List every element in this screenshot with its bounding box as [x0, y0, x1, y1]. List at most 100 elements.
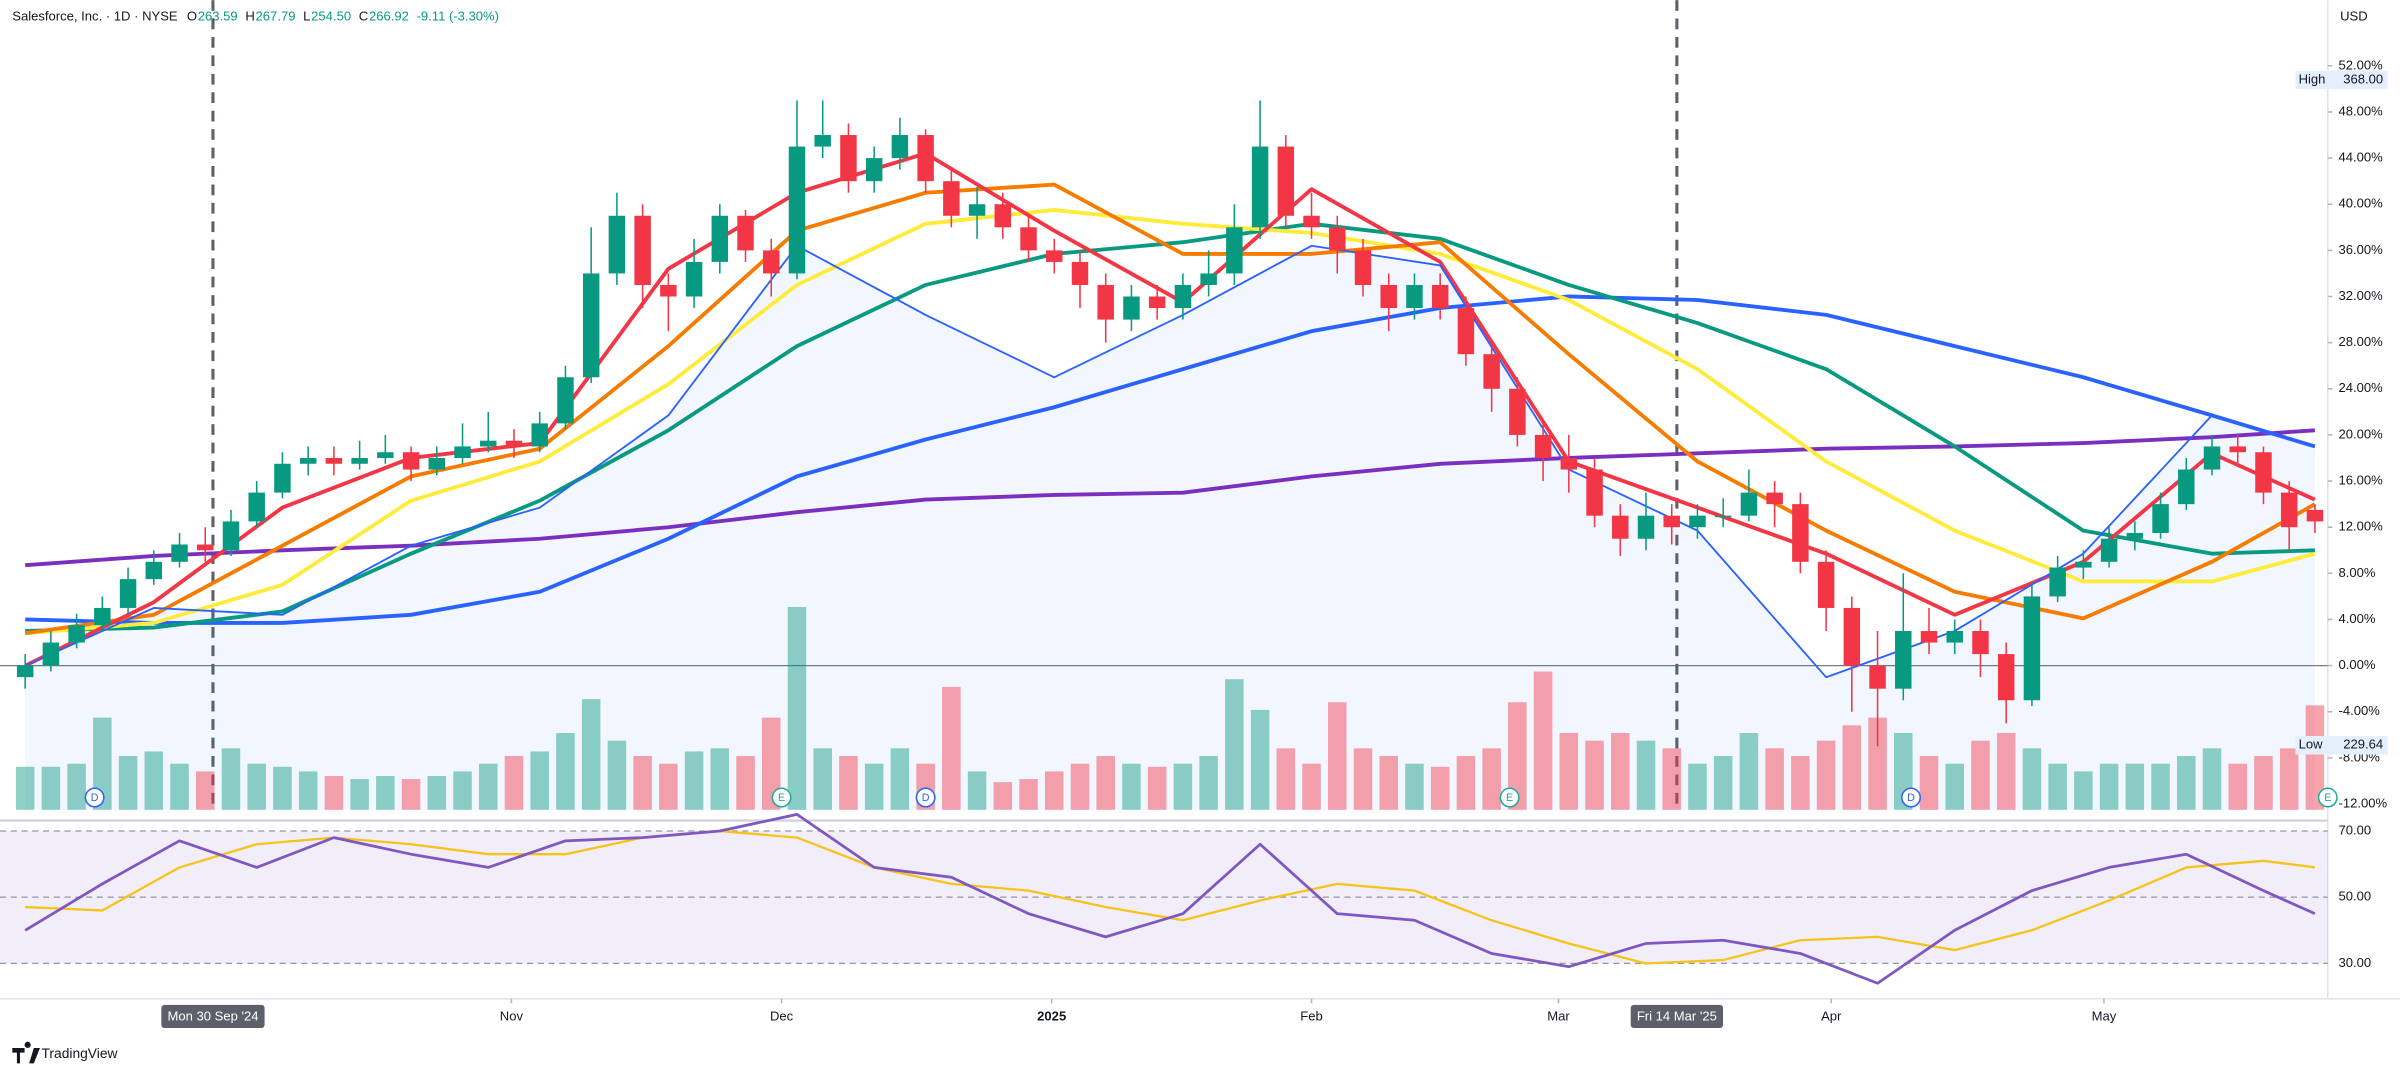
candle-body — [582, 273, 600, 378]
volume-bar — [659, 763, 678, 810]
y-tick-label: 28.00% — [2339, 334, 2384, 349]
low_label-label: Low — [2299, 737, 2324, 752]
volume-bar — [1379, 756, 1398, 810]
candle-body — [1843, 607, 1861, 666]
rsi-ma — [25, 829, 2316, 965]
ohlc-field-label: H — [245, 8, 254, 23]
rsi-line — [24, 813, 2316, 985]
y-tick-label: -12.00% — [2339, 795, 2388, 810]
candle-body — [1997, 654, 2015, 701]
candle-body — [505, 440, 523, 447]
event-marker — [915, 787, 936, 808]
volume-bar — [581, 699, 601, 810]
volume-bar — [221, 748, 241, 810]
candle-body — [1251, 146, 1269, 228]
candle-body — [68, 625, 85, 643]
candle-body — [1483, 354, 1500, 389]
volume-bar — [41, 766, 61, 810]
volume-bar — [1945, 763, 1964, 810]
candle-body — [608, 215, 626, 274]
volume-bar — [1122, 763, 1141, 810]
currency: USD — [2340, 8, 2368, 23]
candle-body — [1071, 261, 1089, 285]
candle-body — [2126, 532, 2144, 539]
volume-bar — [170, 763, 189, 810]
volume-bar — [376, 775, 395, 810]
candle-body — [1766, 492, 1783, 505]
candle-body — [1509, 388, 1526, 435]
x-tick-background — [161, 1004, 265, 1028]
candle-body — [660, 284, 677, 297]
candle-body — [94, 607, 111, 626]
candle-body — [1174, 284, 1192, 309]
candle-body — [557, 377, 574, 424]
ohlc-field-label: L — [303, 8, 310, 23]
x-tick-label: Apr — [1821, 1009, 1842, 1024]
y-tick-label: 52.00% — [2339, 57, 2384, 72]
event-label: E — [1506, 792, 1513, 804]
candle-body — [1020, 227, 1037, 251]
candle-body — [685, 261, 703, 297]
volume-bar — [1456, 756, 1476, 810]
y-tick-label: 16.00% — [2339, 473, 2384, 488]
volume-bar — [15, 766, 35, 810]
candle-body — [840, 135, 857, 182]
candle-body — [1380, 284, 1397, 309]
candle-body — [1097, 284, 1114, 320]
low_label-background — [2295, 736, 2388, 755]
volume-bar — [1868, 717, 1887, 810]
moving-average — [25, 221, 2315, 633]
candle-body — [917, 135, 934, 182]
y-tick-label: 8.00% — [2339, 565, 2376, 580]
x-tick-label: May — [2092, 1009, 2117, 1024]
volume-bar — [864, 763, 884, 810]
volume-bar — [2177, 756, 2196, 810]
candle-body — [42, 642, 60, 666]
event-marker — [1901, 787, 1921, 808]
brand: TradingView — [12, 1041, 119, 1064]
candle-body — [2049, 567, 2066, 597]
y-tick-label: 20.00% — [2339, 426, 2384, 441]
volume-bar — [1173, 763, 1193, 810]
volume-bar — [710, 748, 730, 810]
volume-bar — [1688, 763, 1707, 810]
candle-body — [737, 215, 754, 251]
candle-body — [1946, 631, 1963, 643]
volume-bar — [530, 751, 549, 810]
y-tick-label: 48.00% — [2339, 103, 2384, 118]
y-tick-label: 24.00% — [2339, 380, 2384, 395]
volume-bar — [1996, 732, 2016, 810]
candle-body — [428, 457, 446, 470]
event-label: D — [1907, 792, 1915, 804]
high_label-value: 368.00 — [2343, 71, 2383, 86]
ohlc-field-value: 263.59 — [198, 8, 238, 23]
rsi-tick-label: 50.00 — [2339, 889, 2372, 904]
volume-bar — [633, 756, 652, 810]
candle-body — [1046, 250, 1063, 262]
candle-body — [1148, 296, 1166, 309]
candle-body — [2229, 446, 2246, 453]
candle-body — [1740, 492, 1758, 516]
rsi-tick-label: 30.00 — [2339, 955, 2372, 970]
volume-bar — [504, 756, 524, 810]
x-tick-background — [1630, 1004, 1724, 1028]
x-tick-label: Dec — [770, 1009, 794, 1024]
volume-bar — [1765, 748, 1784, 810]
volume-bar — [2074, 771, 2093, 810]
candle-body — [814, 135, 831, 147]
candle-body — [1560, 457, 1578, 470]
candle-body — [2280, 492, 2298, 528]
candle-body — [1329, 227, 1346, 251]
volume-bar — [993, 782, 1013, 810]
candle-body — [531, 423, 548, 447]
low_label-value: 229.64 — [2343, 737, 2383, 752]
volume-bar — [1199, 756, 1218, 810]
volume-bar — [761, 717, 781, 810]
y-tick-label: 12.00% — [2339, 519, 2384, 534]
volume-bar — [787, 606, 807, 810]
volume-bar — [2048, 763, 2067, 810]
candle-body — [711, 215, 729, 262]
volume-bar — [427, 775, 447, 810]
candle-body — [1457, 308, 1475, 355]
